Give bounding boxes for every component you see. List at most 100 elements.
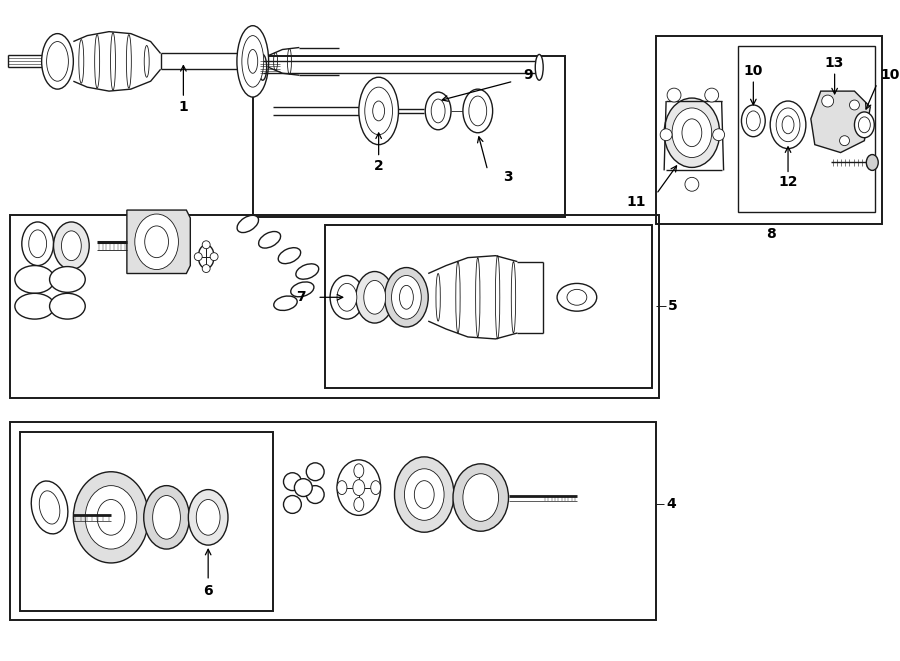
Ellipse shape: [237, 26, 268, 97]
Ellipse shape: [469, 96, 487, 126]
Ellipse shape: [15, 293, 55, 319]
Ellipse shape: [354, 498, 364, 512]
Ellipse shape: [258, 54, 266, 80]
Text: 12: 12: [778, 175, 797, 189]
Ellipse shape: [685, 177, 698, 191]
Ellipse shape: [135, 214, 178, 270]
Ellipse shape: [854, 112, 874, 137]
Ellipse shape: [97, 500, 125, 535]
Ellipse shape: [202, 264, 210, 272]
Ellipse shape: [278, 248, 301, 264]
Ellipse shape: [850, 100, 859, 110]
Ellipse shape: [822, 95, 833, 107]
Ellipse shape: [337, 481, 347, 494]
Bar: [20, 432, 273, 611]
Ellipse shape: [284, 473, 302, 490]
Ellipse shape: [86, 486, 137, 549]
Ellipse shape: [237, 215, 258, 233]
Ellipse shape: [242, 36, 264, 87]
Ellipse shape: [859, 117, 870, 133]
Ellipse shape: [15, 266, 55, 293]
Text: 2: 2: [374, 159, 383, 173]
Ellipse shape: [194, 253, 202, 260]
Ellipse shape: [453, 464, 508, 531]
Ellipse shape: [61, 231, 81, 260]
Ellipse shape: [840, 136, 850, 145]
Text: 5: 5: [668, 299, 678, 313]
Text: 4: 4: [666, 498, 676, 512]
Bar: [739, 46, 876, 212]
Text: 3: 3: [503, 171, 513, 184]
Ellipse shape: [742, 105, 765, 137]
Ellipse shape: [371, 481, 381, 494]
Ellipse shape: [414, 481, 434, 508]
Ellipse shape: [330, 276, 364, 319]
Ellipse shape: [198, 245, 214, 268]
Ellipse shape: [682, 119, 702, 147]
Text: 10: 10: [880, 68, 900, 82]
Ellipse shape: [306, 463, 324, 481]
Text: 11: 11: [626, 195, 646, 209]
Ellipse shape: [404, 469, 444, 520]
Ellipse shape: [248, 50, 257, 73]
Bar: [656, 36, 882, 224]
Ellipse shape: [145, 226, 168, 258]
Text: 8: 8: [766, 227, 776, 241]
Ellipse shape: [359, 77, 399, 145]
Text: 7: 7: [296, 290, 305, 304]
Ellipse shape: [557, 284, 597, 311]
Ellipse shape: [661, 129, 672, 141]
Bar: [253, 56, 565, 217]
Text: 1: 1: [178, 100, 188, 114]
Ellipse shape: [144, 486, 189, 549]
Ellipse shape: [394, 457, 454, 532]
Ellipse shape: [354, 464, 364, 478]
Ellipse shape: [306, 486, 324, 504]
Ellipse shape: [22, 222, 53, 266]
Ellipse shape: [392, 276, 421, 319]
Ellipse shape: [337, 284, 356, 311]
Ellipse shape: [713, 129, 725, 141]
Ellipse shape: [40, 491, 60, 524]
Ellipse shape: [188, 490, 228, 545]
Ellipse shape: [210, 253, 218, 260]
Polygon shape: [811, 91, 870, 153]
Ellipse shape: [463, 474, 499, 522]
Ellipse shape: [364, 87, 392, 135]
Ellipse shape: [50, 266, 86, 292]
Bar: [10, 422, 656, 621]
Ellipse shape: [384, 268, 428, 327]
Ellipse shape: [536, 54, 544, 80]
Ellipse shape: [47, 42, 68, 81]
Ellipse shape: [667, 88, 681, 102]
Ellipse shape: [746, 111, 760, 131]
Ellipse shape: [74, 472, 148, 563]
Ellipse shape: [373, 101, 384, 121]
Ellipse shape: [50, 293, 86, 319]
Ellipse shape: [770, 101, 806, 149]
Ellipse shape: [29, 230, 47, 258]
Ellipse shape: [664, 98, 720, 167]
Ellipse shape: [672, 108, 712, 157]
Ellipse shape: [258, 231, 281, 248]
Bar: [325, 225, 652, 389]
Ellipse shape: [41, 34, 74, 89]
Ellipse shape: [196, 500, 220, 535]
Ellipse shape: [153, 496, 180, 539]
Ellipse shape: [425, 92, 451, 130]
Bar: [10, 215, 659, 399]
Ellipse shape: [776, 108, 800, 141]
Ellipse shape: [463, 89, 492, 133]
Text: 6: 6: [203, 584, 213, 598]
Ellipse shape: [284, 496, 302, 514]
Ellipse shape: [294, 479, 312, 496]
Ellipse shape: [291, 282, 314, 297]
Ellipse shape: [296, 264, 319, 279]
Polygon shape: [127, 210, 190, 274]
Ellipse shape: [202, 241, 210, 249]
Ellipse shape: [337, 460, 381, 516]
Ellipse shape: [431, 99, 446, 123]
Ellipse shape: [567, 290, 587, 305]
Ellipse shape: [867, 155, 878, 171]
Ellipse shape: [400, 286, 413, 309]
